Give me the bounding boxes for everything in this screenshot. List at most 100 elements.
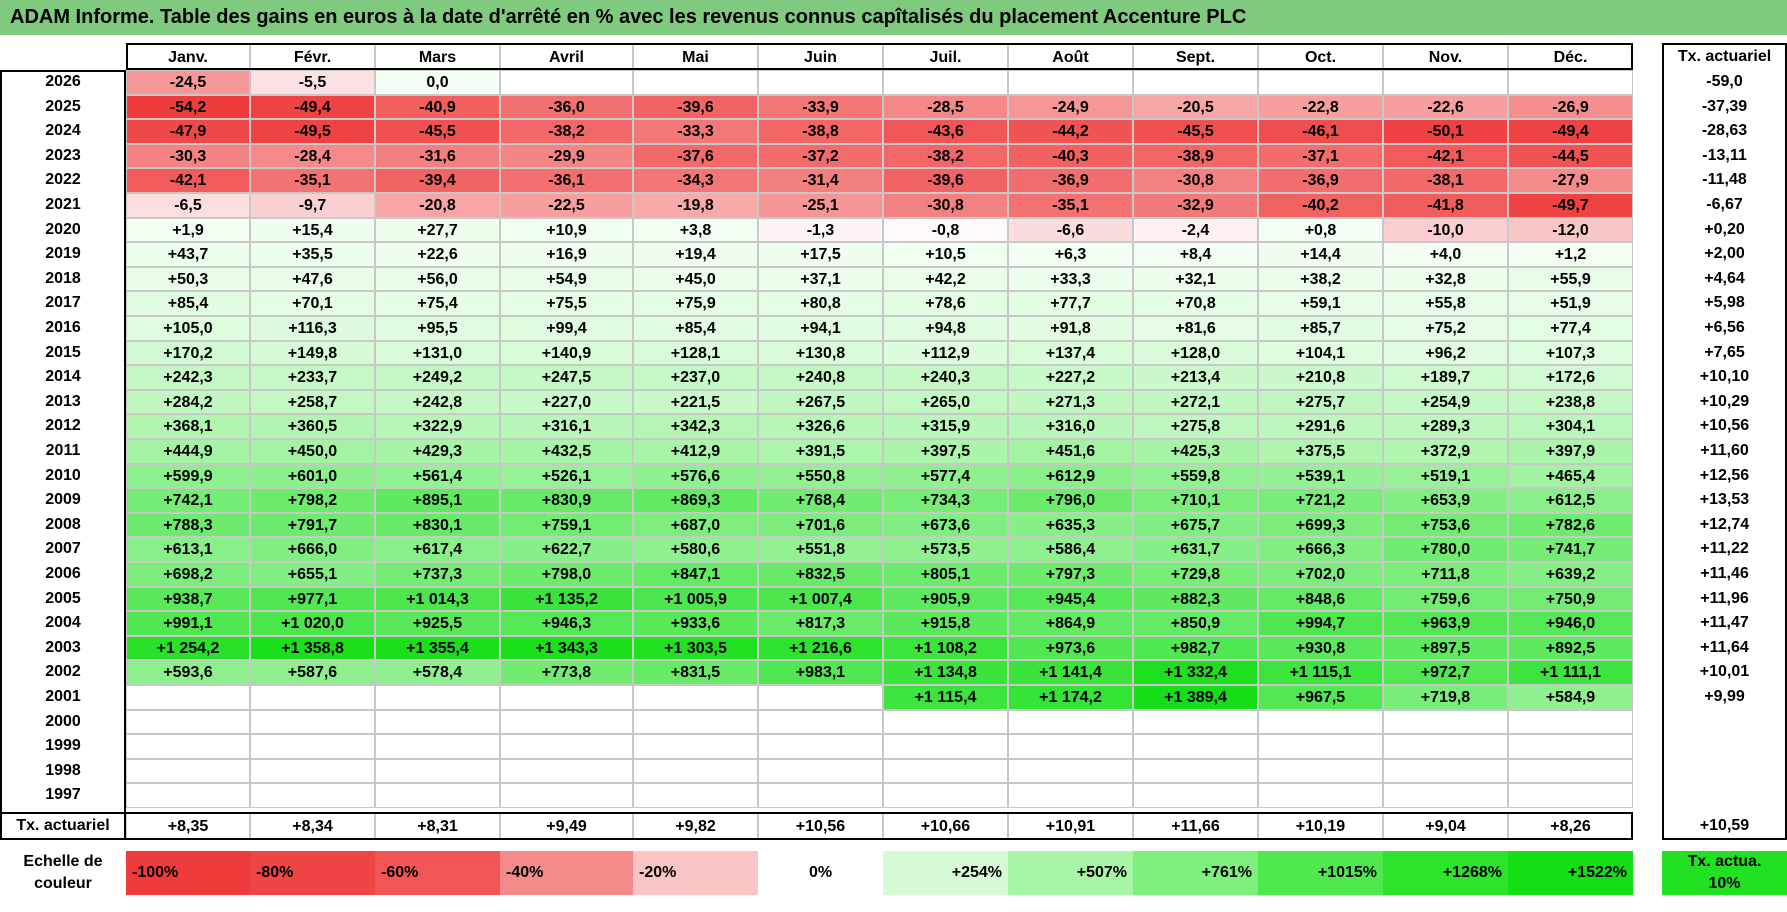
month-header: Janv. [126, 43, 250, 70]
data-cell: 0,0 [375, 70, 500, 95]
data-cell: +95,5 [375, 316, 500, 341]
data-cell: +973,6 [1008, 635, 1133, 661]
data-cell [250, 783, 375, 808]
data-cell: +315,9 [883, 414, 1008, 439]
data-cell: +759,6 [1383, 586, 1508, 612]
scale-label: Echelle de couleur [23, 853, 103, 892]
rate-cell: +10,29 [1699, 392, 1750, 410]
scale-step: +1268% [1383, 851, 1508, 895]
data-cell: +242,8 [375, 389, 500, 415]
scale-step: -80% [250, 851, 375, 895]
year-label: 2001 [45, 688, 81, 705]
year-label: 2004 [45, 614, 81, 632]
year-label: 2005 [45, 589, 81, 607]
data-cell: -10,0 [1383, 217, 1508, 243]
data-cell: +729,8 [1133, 562, 1258, 587]
data-cell: +425,3 [1133, 439, 1258, 464]
data-cell: -30,8 [1133, 168, 1258, 193]
year-label: 2009 [45, 491, 81, 509]
data-cell: +576,6 [633, 463, 758, 489]
data-cell: +189,7 [1383, 365, 1508, 390]
rate-cell: +11,47 [1700, 614, 1749, 632]
data-cell: +1 007,4 [758, 586, 883, 612]
data-cell: +788,3 [126, 512, 250, 538]
month-header: Sept. [1133, 43, 1258, 70]
year-label: 2025 [45, 97, 81, 115]
scale-step: -20% [633, 851, 758, 895]
page-title: ADAM Informe. Table des gains en euros à… [0, 0, 1787, 35]
data-cell: +254,9 [1383, 389, 1508, 415]
data-cell: -20,5 [1133, 94, 1258, 120]
data-cell: +240,8 [758, 365, 883, 390]
data-cell: -49,7 [1508, 193, 1633, 218]
data-cell: +85,7 [1258, 316, 1383, 341]
data-cell: +289,3 [1383, 414, 1508, 439]
data-cell: -50,1 [1383, 119, 1508, 144]
data-cell: +601,0 [250, 463, 375, 489]
data-cell: +249,2 [375, 365, 500, 390]
month-header: Août [1008, 43, 1133, 70]
data-cell: +54,9 [500, 266, 633, 292]
data-cell: -24,9 [1008, 94, 1133, 120]
data-cell: +17,5 [758, 242, 883, 267]
data-cell: +322,9 [375, 414, 500, 439]
data-cell: +85,4 [633, 316, 758, 341]
footer-cell: +10,56 [758, 812, 883, 840]
rate-cell: -59,0 [1706, 73, 1743, 90]
data-cell: -45,5 [1133, 119, 1258, 144]
data-cell: +372,9 [1383, 439, 1508, 464]
year-label: 1998 [45, 761, 81, 779]
data-cell: +27,7 [375, 217, 500, 243]
month-header: Juil. [883, 43, 1008, 70]
data-cell: +699,3 [1258, 512, 1383, 538]
data-cell: -36,1 [500, 168, 633, 193]
data-cell: +655,1 [250, 562, 375, 587]
data-cell: +32,8 [1383, 266, 1508, 292]
data-cell: +233,7 [250, 365, 375, 390]
year-label: 1999 [45, 737, 81, 755]
data-cell: +50,3 [126, 266, 250, 292]
year-label: 2026 [45, 73, 81, 90]
data-cell: +213,4 [1133, 365, 1258, 390]
data-cell: +631,7 [1133, 537, 1258, 562]
data-cell: +238,8 [1508, 389, 1633, 415]
footer-cell: +8,26 [1508, 812, 1633, 840]
data-cell: -36,0 [500, 94, 633, 120]
data-cell: +848,6 [1258, 586, 1383, 612]
data-cell: +617,4 [375, 537, 500, 562]
year-label: 2014 [45, 368, 81, 386]
data-cell [1383, 758, 1508, 784]
data-cell: +635,3 [1008, 512, 1133, 538]
data-cell [633, 734, 758, 759]
data-cell: -30,8 [883, 193, 1008, 218]
data-cell [1008, 709, 1133, 735]
rate-cell [1662, 734, 1787, 759]
data-cell: -39,6 [633, 94, 758, 120]
data-cell [126, 685, 250, 710]
rate-cell [1662, 759, 1787, 784]
data-cell: -22,6 [1383, 94, 1508, 120]
rate-cell: -13,11 [1702, 146, 1747, 164]
rate-cell: +10,01 [1699, 663, 1750, 681]
data-cell: +580,6 [633, 537, 758, 562]
data-cell [500, 70, 633, 95]
data-cell: -39,4 [375, 168, 500, 193]
data-cell: +1 355,4 [375, 635, 500, 661]
data-cell: +10,5 [883, 242, 1008, 267]
rate-cell [1662, 783, 1787, 808]
month-header: Oct. [1258, 43, 1383, 70]
data-cell: -43,6 [883, 119, 1008, 144]
scale-step: +507% [1008, 851, 1133, 895]
data-cell: +1 216,6 [758, 635, 883, 661]
data-cell: +1 174,2 [1008, 685, 1133, 710]
data-cell: +925,5 [375, 611, 500, 636]
data-cell: +946,0 [1508, 611, 1633, 636]
data-cell [883, 70, 1008, 95]
data-cell [883, 758, 1008, 784]
data-cell: +1 343,3 [500, 635, 633, 661]
data-cell: +938,7 [126, 586, 250, 612]
data-cell: +721,2 [1258, 488, 1383, 513]
data-cell: -54,2 [126, 94, 250, 120]
data-cell: +267,5 [758, 389, 883, 415]
year-label: 2019 [45, 245, 81, 263]
